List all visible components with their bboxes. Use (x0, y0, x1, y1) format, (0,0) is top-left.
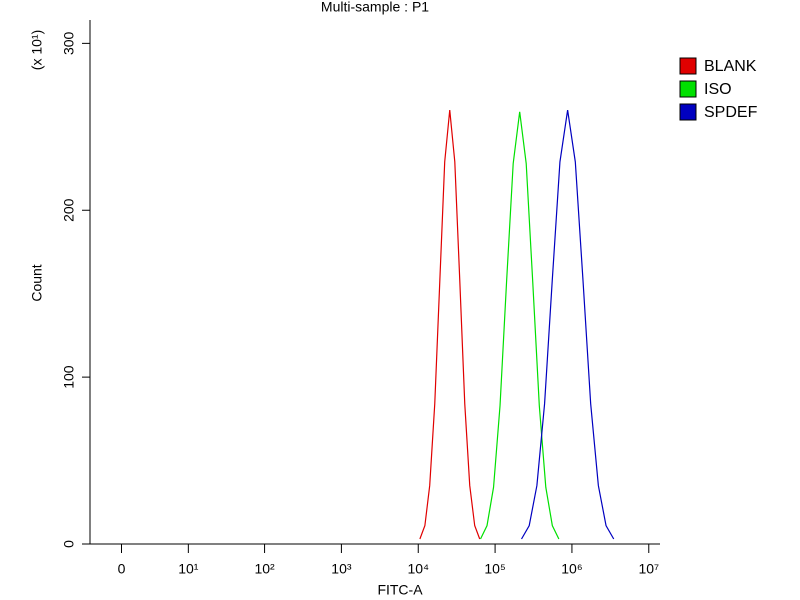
y-axis-label: Count (29, 264, 45, 301)
series-line (419, 110, 481, 540)
x-tick-label: 0 (118, 561, 126, 577)
series-line (521, 110, 615, 540)
legend-label: ISO (704, 81, 732, 98)
chart-title: Multi-sample : P1 (321, 0, 429, 15)
x-tick-label: 10² (254, 561, 275, 577)
series-line (479, 111, 560, 540)
x-tick-label: 10⁴ (407, 561, 429, 577)
x-tick-label: 10³ (331, 561, 352, 577)
x-tick-label: 10¹ (178, 561, 199, 577)
y-multiplier: (x 10¹) (29, 30, 45, 70)
x-tick-label: 10⁷ (638, 561, 659, 577)
y-tick-label: 100 (61, 365, 77, 389)
y-tick-label: 200 (61, 198, 77, 222)
legend-swatch (679, 57, 697, 75)
x-axis-label: FITC-A (377, 582, 423, 598)
y-tick-label: 0 (61, 540, 77, 548)
legend-label: SPDEF (704, 104, 758, 121)
x-tick-label: 10⁶ (561, 561, 582, 577)
legend-swatch (679, 80, 697, 98)
legend-label: BLANK (704, 58, 757, 75)
x-tick-label: 10⁵ (484, 561, 505, 577)
y-tick-label: 300 (61, 31, 77, 55)
legend-swatch (679, 103, 697, 121)
